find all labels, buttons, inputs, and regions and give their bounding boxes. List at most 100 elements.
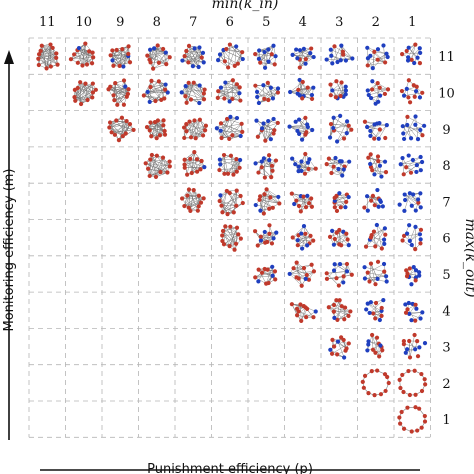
network-cell <box>288 77 316 102</box>
network-node-red <box>217 167 222 173</box>
network-node-red <box>182 162 187 167</box>
network-node-red <box>275 120 280 126</box>
network-node-red <box>328 93 333 98</box>
network-edge <box>221 195 241 206</box>
network-edge <box>114 120 127 135</box>
network-edge <box>263 85 274 99</box>
network-node-red <box>335 317 340 322</box>
network-edge <box>222 202 243 213</box>
network-edge <box>335 82 342 98</box>
network-node-red <box>83 81 88 86</box>
network-edge <box>223 49 243 60</box>
network-edge <box>218 90 233 100</box>
network-edge <box>326 273 340 286</box>
network-node-blue <box>381 237 387 242</box>
network-edge <box>188 45 199 68</box>
network-node-red <box>236 232 241 237</box>
network-node-red <box>417 61 423 66</box>
network-cells <box>36 41 428 434</box>
network-node-blue <box>197 45 202 50</box>
network-node-red <box>336 283 341 288</box>
network-edge <box>162 48 167 65</box>
network-edge <box>229 234 239 247</box>
network-cell <box>289 191 314 214</box>
network-edge <box>147 52 166 56</box>
network-node-red <box>153 174 159 179</box>
network-node-red <box>266 153 272 158</box>
network-edge <box>331 343 349 354</box>
network-node-blue <box>332 315 337 321</box>
network-node-red <box>186 60 191 65</box>
network-edge <box>224 159 241 174</box>
network-node-red <box>413 302 418 307</box>
network-edge <box>369 271 385 282</box>
network-node-red <box>201 196 206 201</box>
network-cell <box>180 43 206 70</box>
network-node-blue <box>366 92 371 98</box>
network-node-red <box>373 350 378 355</box>
network-edge <box>296 262 299 279</box>
network-node-red <box>420 133 425 138</box>
network-node-red <box>291 266 296 271</box>
network-node-red <box>303 231 308 236</box>
network-node-red <box>366 155 371 160</box>
network-node-red <box>400 51 405 57</box>
network-node-red <box>273 277 278 282</box>
network-node-blue <box>299 159 304 164</box>
network-edge <box>77 49 94 58</box>
network-node-red <box>264 187 269 192</box>
network-node-blue <box>378 93 383 98</box>
network-node-blue <box>335 339 341 344</box>
network-node-blue <box>238 133 243 139</box>
network-node-blue <box>290 156 295 161</box>
network-node-red <box>337 227 342 233</box>
network-node-red <box>253 51 258 57</box>
network-edge <box>113 49 123 66</box>
network-node-red <box>415 339 420 344</box>
network-edge <box>199 47 204 63</box>
network-node-red <box>123 131 128 136</box>
network-node-blue <box>343 205 348 210</box>
network-node-red <box>304 272 309 278</box>
network-node-red <box>409 57 414 62</box>
network-node-blue <box>218 193 223 198</box>
network-node-red <box>404 165 409 170</box>
network-edge <box>260 62 275 65</box>
network-node-blue <box>407 191 412 196</box>
network-node-red <box>194 157 200 162</box>
top-axis-title: min(k_in) <box>212 0 279 12</box>
network-edge <box>147 55 160 63</box>
right-tick-label: 6 <box>442 232 450 247</box>
right-tick-label: 4 <box>442 304 450 319</box>
right-tick-label: 1 <box>442 413 450 428</box>
network-edge <box>367 62 386 66</box>
left-axis-title: Monitoring efficiency (m) <box>2 169 17 332</box>
network-node-red <box>117 63 122 68</box>
network-node-blue <box>259 126 265 131</box>
network-edge <box>400 164 417 173</box>
network-node-blue <box>417 345 422 350</box>
network-node-red <box>215 95 220 100</box>
bottom-axis-title: Punishment efficiency (p) <box>147 462 313 474</box>
network-node-red <box>271 131 276 136</box>
network-node-red <box>107 120 113 125</box>
network-node-red <box>311 238 316 243</box>
network-edge <box>114 86 126 101</box>
network-edge <box>406 156 421 168</box>
network-node-red <box>334 276 339 281</box>
network-node-red <box>406 78 411 83</box>
network-node-red <box>307 201 312 206</box>
network-edge <box>82 43 86 66</box>
network-node-red <box>219 135 224 141</box>
network-cell <box>366 152 389 179</box>
network-node-blue <box>414 306 419 311</box>
network-edge <box>188 189 199 211</box>
network-edge <box>264 49 269 68</box>
network-node-red <box>414 84 419 89</box>
network-cell <box>362 119 389 141</box>
network-node-red <box>301 266 307 271</box>
network-edge <box>147 154 153 169</box>
network-edge <box>46 47 53 69</box>
network-node-blue <box>275 86 281 91</box>
network-node-red <box>119 115 125 120</box>
